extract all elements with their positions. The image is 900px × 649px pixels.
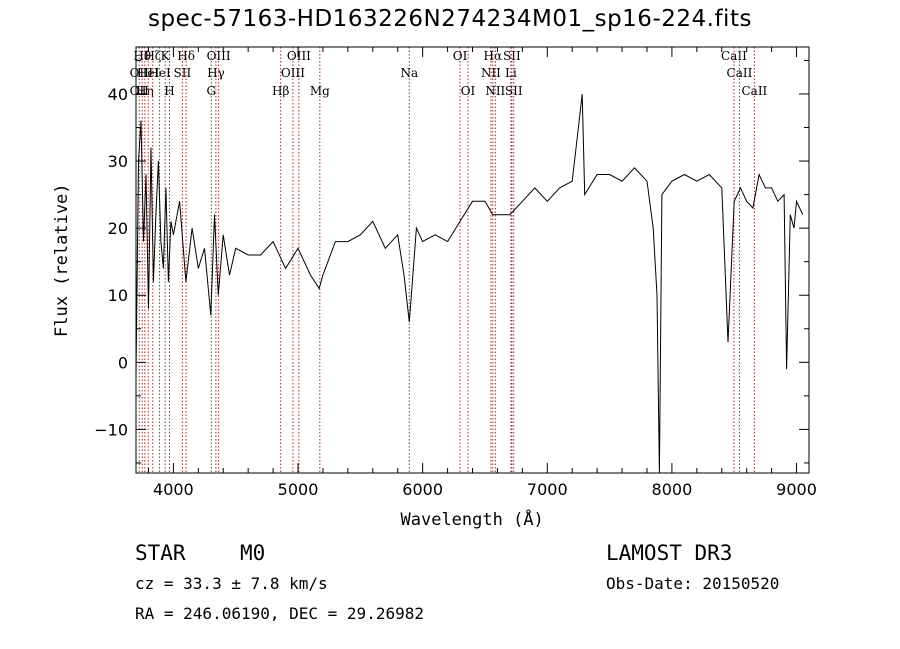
y-tick-label-3: 20 [108,219,128,238]
line-label-4-0: Hζ [144,49,161,63]
line-label-2-0: Hη [136,84,154,98]
line-label-8-0: SII [174,66,192,80]
line-label-9-0: Hδ [177,49,195,63]
object-subclass: M0 [240,541,266,565]
line-label-26-0: CaII [721,49,747,63]
object-class: STAR [135,541,186,565]
line-label-22-0: NII [485,84,505,98]
line-label-27-0: CaII [727,66,753,80]
line-label-5-0: HeI [148,66,171,80]
line-label-10-0: G [206,84,216,98]
y-tick-label-4: 30 [108,152,128,171]
line-label-17-0: Na [400,66,418,80]
line-label-15-0: OIII [287,49,311,63]
coordinates: RA = 246.06190, DEC = 29.26982 [135,604,424,623]
spectrum-line [135,93,804,474]
x-tick-label-5: 9000 [776,480,817,499]
observation-date: Obs-Date: 20150520 [606,574,780,593]
chart-title: spec-57163-HD163226N274234M01_sp16-224.f… [148,6,752,32]
line-label-3-0: HeI [137,66,160,80]
line-label-23-0: Li [505,66,517,80]
y-tick-label-2: 10 [108,286,128,305]
line-label-0-0: OII [130,66,150,80]
line-label-18-0: OI [453,49,468,63]
line-label-16-0: Mg [310,84,330,98]
line-label-6-0: K [161,49,171,63]
y-tick-label-0: −10 [94,420,128,439]
line-label-20-0: NII [481,66,501,80]
line-label-19-0: OI [461,84,476,98]
y-tick-label-5: 40 [108,85,128,104]
line-label-0-1: OII [130,84,150,98]
line-label-28-0: CaII [741,84,767,98]
line-label-7-0: H [164,84,174,98]
line-label-21-0: Hα [484,49,503,63]
line-label-13-0: Hβ [272,84,289,98]
x-tick-label-0: 4000 [153,480,194,499]
line-label-14-0: OIII [281,66,305,80]
y-tick-label-1: 0 [118,353,128,372]
x-tick-label-4: 8000 [652,480,693,499]
x-tick-label-2: 6000 [402,480,443,499]
survey-name: LAMOST DR3 [606,541,733,565]
y-axis-label: Flux (relative) [52,183,72,337]
plot-frame [135,46,810,474]
x-axis-label: Wavelength (Å) [400,510,544,530]
x-tick-label-1: 5000 [278,480,319,499]
line-label-12-0: OIII [207,49,231,63]
line-label-11-0: Hγ [207,66,225,80]
line-label-25-0: SII [505,84,523,98]
redshift-cz: cz = 33.3 ± 7.8 km/s [135,574,328,593]
line-label-24-0: SII [503,49,521,63]
line-label-1-0: Hθ [133,49,151,63]
x-tick-label-3: 7000 [527,480,568,499]
